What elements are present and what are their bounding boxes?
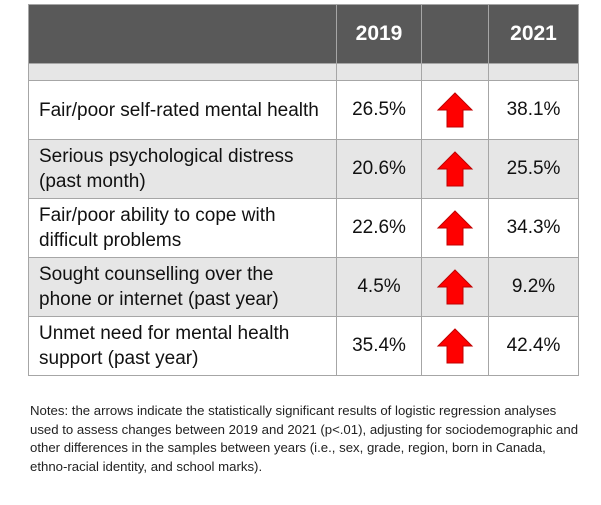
value-2019: 4.5% (336, 257, 422, 317)
spacer-cell (28, 63, 337, 81)
header-year-2021: 2021 (488, 4, 579, 64)
arrow-cell (421, 257, 489, 317)
arrow-cell (421, 80, 489, 140)
value-2021: 25.5% (488, 139, 579, 199)
value-2019: 20.6% (336, 139, 422, 199)
header-arrow-cell (421, 4, 489, 64)
row-label: Sought counselling over the phone or int… (28, 257, 337, 317)
header-row: 2019 2021 (28, 4, 579, 64)
table-row: Serious psychological distress (past mon… (28, 139, 579, 199)
header-label-cell (28, 4, 337, 64)
arrow-cell (421, 316, 489, 376)
value-2021: 38.1% (488, 80, 579, 140)
up-arrow-icon (436, 328, 474, 364)
spacer-cell (488, 63, 579, 81)
value-2021: 34.3% (488, 198, 579, 258)
value-2019: 35.4% (336, 316, 422, 376)
value-2021: 9.2% (488, 257, 579, 317)
spacer-cell (421, 63, 489, 81)
row-label: Fair/poor self-rated mental health (28, 80, 337, 140)
arrow-cell (421, 139, 489, 199)
value-2021: 42.4% (488, 316, 579, 376)
table-row: Fair/poor self-rated mental health 26.5%… (28, 80, 579, 140)
up-arrow-icon (436, 151, 474, 187)
table-notes: Notes: the arrows indicate the statistic… (30, 403, 579, 474)
row-label: Unmet need for mental health support (pa… (28, 316, 337, 376)
up-arrow-icon (436, 92, 474, 128)
row-label: Serious psychological distress (past mon… (28, 139, 337, 199)
table-row: Fair/poor ability to cope with difficult… (28, 198, 579, 258)
up-arrow-icon (436, 269, 474, 305)
results-table: 2019 2021 Fair/poor self-rated mental he… (28, 4, 579, 376)
spacer-row (28, 63, 579, 81)
header-year-2019: 2019 (336, 4, 422, 64)
up-arrow-icon (436, 210, 474, 246)
table-row: Sought counselling over the phone or int… (28, 257, 579, 317)
table-row: Unmet need for mental health support (pa… (28, 316, 579, 376)
value-2019: 22.6% (336, 198, 422, 258)
arrow-cell (421, 198, 489, 258)
spacer-cell (336, 63, 422, 81)
row-label: Fair/poor ability to cope with difficult… (28, 198, 337, 258)
value-2019: 26.5% (336, 80, 422, 140)
